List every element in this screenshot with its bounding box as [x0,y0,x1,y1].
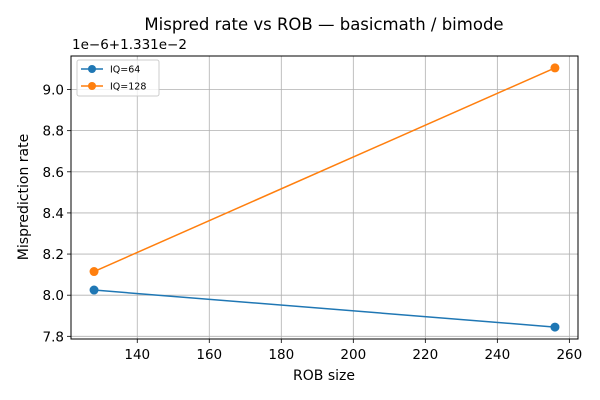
series-layer [89,63,560,332]
legend-marker [88,82,96,90]
chart-title: Mispred rate vs ROB — basicmath / bimode [144,15,503,34]
x-tick-label: 140 [124,347,150,363]
y-tick-label: 8.8 [43,124,64,140]
data-point [89,285,99,295]
x-tick-label: 260 [556,347,582,363]
y-tick-label: 7.8 [43,329,64,345]
x-tick-label: 200 [340,347,366,363]
series-line [93,67,556,273]
x-tick-label: 160 [196,347,222,363]
series-line [93,289,556,328]
data-point [550,63,560,73]
plot-frame [70,55,579,340]
data-point [89,267,99,277]
data-point [550,322,560,332]
x-tick-label: 220 [412,347,438,363]
y-tick-label: 8.4 [43,206,64,222]
x-axis-label: ROB size [293,368,355,384]
y-tick-label: 8.0 [43,288,64,304]
axis-ticks: 140 160 180 200 220 240 260 7.8 8.0 8.2 8.4 8.6 8.8 9… [43,83,583,363]
legend-label: IQ=64 [110,65,140,76]
y-tick-label: 8.6 [43,165,64,181]
y-axis-label: Misprediction rate [16,134,32,260]
x-tick-label: 180 [268,347,294,363]
y-tick-label: 9.0 [43,83,64,99]
legend-marker [88,65,96,73]
legend-label: IQ=128 [110,82,146,93]
y-axis-offset-label: 1e−6+1.331e−2 [72,37,187,53]
x-tick-label: 240 [484,347,510,363]
legend: IQ=64 IQ=128 [76,59,160,97]
y-tick-label: 8.2 [43,247,64,263]
